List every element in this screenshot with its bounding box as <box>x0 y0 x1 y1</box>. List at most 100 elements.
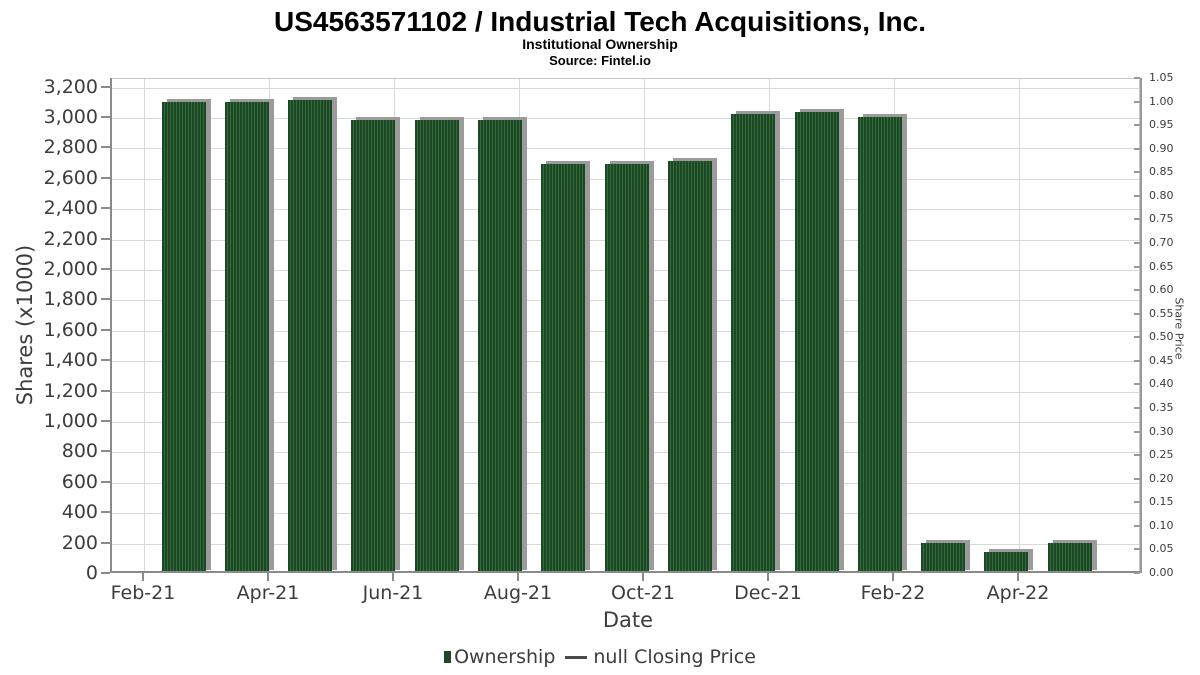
left-axis-tick <box>101 176 110 179</box>
x-axis-tick-label: Oct-21 <box>611 582 675 604</box>
left-axis-tick <box>101 328 110 331</box>
x-axis-tick-label: Feb-22 <box>860 582 926 604</box>
ownership-bar <box>921 542 966 573</box>
legend: Ownership null Closing Price <box>0 646 1200 668</box>
ownership-bar <box>161 101 206 573</box>
x-axis-tick-label: Aug-21 <box>483 582 553 604</box>
plot-area <box>110 78 1140 573</box>
right-axis-tick-label: 0.95 <box>1149 118 1174 132</box>
left-axis-tick-label: 3,000 <box>43 105 98 128</box>
left-axis-tick <box>101 480 110 483</box>
right-axis-tick-label: 0.70 <box>1149 236 1174 249</box>
right-axis-tick <box>1134 194 1140 197</box>
left-axis-tick <box>101 541 110 544</box>
ownership-bar <box>604 164 649 573</box>
h-gridline <box>111 148 1139 150</box>
closing-price-legend-label: null Closing Price <box>593 646 756 668</box>
left-axis-tick-label: 3,200 <box>43 75 98 98</box>
right-axis-tick-label: 0.75 <box>1149 212 1174 226</box>
right-axis-tick-label: 0.35 <box>1149 401 1174 414</box>
right-axis-tick-label: 0.00 <box>1149 566 1174 579</box>
ownership-bar <box>351 119 396 573</box>
ownership-bar <box>478 119 522 573</box>
right-axis-tick <box>1134 336 1140 339</box>
right-axis-tick-label: 0.30 <box>1149 424 1174 438</box>
h-gridline <box>111 117 1139 119</box>
closing-price-legend-dash-icon <box>565 655 588 659</box>
right-axis-tick <box>1134 242 1140 244</box>
left-axis-line <box>110 78 112 573</box>
right-axis-tick-label: 0.40 <box>1149 377 1174 391</box>
right-axis-tick <box>1134 100 1140 103</box>
ownership-bar <box>667 160 712 573</box>
x-axis-tick <box>642 573 644 581</box>
left-axis-tick-label: 1,600 <box>43 318 98 341</box>
ownership-bar <box>984 551 1029 573</box>
right-axis-tick <box>1134 265 1140 268</box>
left-axis-tick-label: 2,000 <box>43 257 98 280</box>
left-axis-tick <box>101 267 110 270</box>
right-axis-tick <box>1134 407 1140 409</box>
right-axis-tick <box>1134 430 1140 433</box>
x-axis-tick <box>1017 573 1019 581</box>
ownership-bar <box>731 113 776 573</box>
x-axis-tick <box>892 573 894 581</box>
left-axis-tick <box>101 389 110 392</box>
left-axis-tick-label: 2,800 <box>43 136 98 159</box>
right-axis-tick-label: 0.05 <box>1149 542 1174 556</box>
bottom-axis-line <box>110 571 1141 573</box>
right-axis-tick-label: 0.15 <box>1149 495 1174 509</box>
left-axis-tick <box>101 572 110 574</box>
ownership-bar <box>288 100 333 573</box>
left-axis-tick <box>101 146 110 149</box>
ownership-bar <box>857 116 902 573</box>
right-axis-line <box>1140 78 1142 573</box>
left-axis-tick <box>101 298 110 301</box>
x-axis-tick-label: Apr-22 <box>986 582 1050 604</box>
v-gridline <box>144 79 145 572</box>
right-axis-tick <box>1134 548 1140 551</box>
ownership-bar <box>224 101 269 573</box>
v-gridline <box>269 79 270 572</box>
chart-title: US4563571102 / Industrial Tech Acquisiti… <box>273 6 927 37</box>
left-axis-tick <box>101 237 110 240</box>
x-axis-tick <box>142 573 144 581</box>
left-axis-tick-label: 800 <box>61 440 98 463</box>
left-axis-tick-label: 1,800 <box>43 288 98 311</box>
x-axis-tick <box>767 573 769 581</box>
left-axis-tick-label: 2,400 <box>43 197 98 220</box>
ownership-bar <box>1047 542 1092 573</box>
right-axis-tick <box>1134 77 1140 79</box>
h-gridline <box>111 87 1139 89</box>
right-axis-tick <box>1134 524 1140 527</box>
left-axis-tick <box>101 85 110 88</box>
left-axis-tick-label: 1,400 <box>43 349 98 372</box>
right-axis-tick-label: 0.80 <box>1149 188 1174 202</box>
right-axis-tick <box>1134 289 1140 292</box>
x-axis-tick-label: Dec-21 <box>734 582 802 604</box>
right-axis-tick-label: 0.90 <box>1149 141 1174 155</box>
chart-subtitle: Institutional Ownership <box>522 36 678 52</box>
right-axis-tick-label: 0.10 <box>1149 518 1174 532</box>
v-gridline <box>1019 79 1020 572</box>
right-axis-tick-label: 0.65 <box>1149 259 1174 273</box>
left-axis-tick <box>101 419 110 422</box>
left-axis-tick <box>101 359 110 362</box>
left-axis-tick-label: 200 <box>61 531 98 554</box>
ownership-legend-marker-icon <box>444 651 452 663</box>
ownership-bar <box>414 119 459 573</box>
right-axis-tick-label: 0.45 <box>1149 353 1174 367</box>
right-axis-tick <box>1134 218 1140 221</box>
left-axis-tick-label: 400 <box>61 501 98 524</box>
left-axis-tick <box>101 511 110 514</box>
right-axis-tick-label: 0.25 <box>1149 448 1174 462</box>
left-axis-tick <box>101 207 110 210</box>
right-axis-tick <box>1134 147 1140 150</box>
right-axis-tick-label: 0.20 <box>1149 471 1174 485</box>
right-axis-tick-label: 1.05 <box>1149 71 1174 84</box>
left-axis-tick-label: 600 <box>61 470 98 493</box>
right-axis-tick-label: 0.85 <box>1149 165 1174 179</box>
right-axis-tick <box>1134 572 1140 574</box>
right-axis-tick <box>1134 171 1140 174</box>
